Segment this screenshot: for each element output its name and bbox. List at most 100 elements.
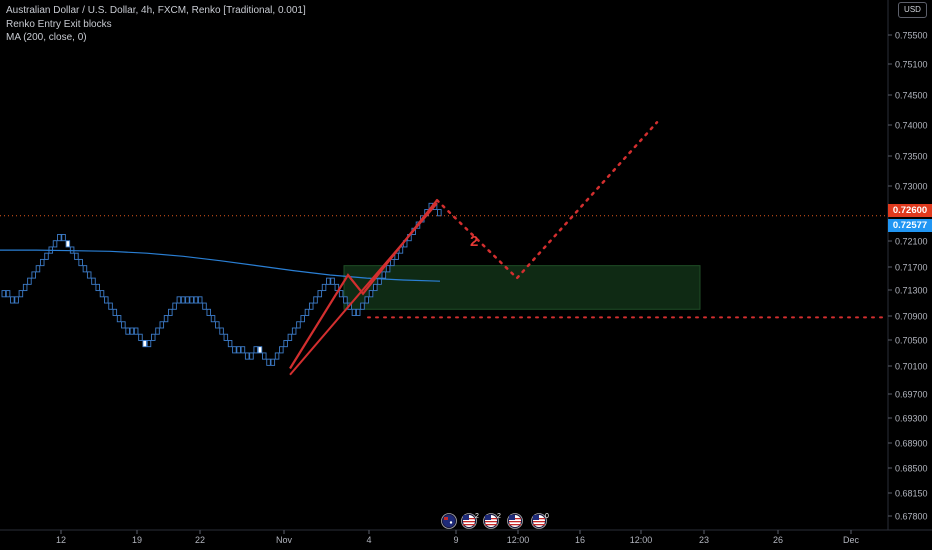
renko-brick bbox=[35, 265, 41, 273]
renko-brick bbox=[223, 333, 229, 341]
event-icons[interactable]: 2 2 0 bbox=[441, 513, 550, 529]
renko-brick bbox=[249, 352, 254, 360]
renko-brick bbox=[373, 283, 378, 292]
us-flag-icon[interactable] bbox=[507, 513, 523, 529]
renko-brick bbox=[99, 290, 105, 298]
renko-brick bbox=[27, 277, 32, 285]
renko-brick bbox=[14, 296, 19, 304]
price-tick-label: 0.68150 bbox=[895, 489, 928, 499]
renko-brick bbox=[377, 277, 382, 285]
renko-brick bbox=[82, 265, 88, 273]
price-tick-label: 0.69300 bbox=[895, 414, 928, 424]
time-tick-label: 19 bbox=[132, 535, 142, 545]
renko-brick bbox=[189, 296, 194, 304]
price-tick-label: 0.70900 bbox=[895, 312, 928, 322]
renko-brick bbox=[351, 308, 357, 316]
renko-brick bbox=[326, 277, 331, 285]
renko-brick bbox=[381, 271, 387, 279]
renko-brick bbox=[338, 290, 344, 298]
renko-brick bbox=[257, 346, 263, 354]
time-tick-label: 23 bbox=[699, 535, 709, 545]
time-tick-label: 12:00 bbox=[630, 535, 653, 545]
renko-brick bbox=[150, 333, 156, 341]
time-axis: 12 19 22 Nov 4 9 12:00 16 12:00 23 26 Dec bbox=[56, 530, 859, 545]
renko-brick bbox=[210, 315, 216, 323]
price-tick-label: 0.73000 bbox=[895, 182, 928, 192]
chart-legend: Australian Dollar / U.S. Dollar, 4h, FXC… bbox=[6, 4, 306, 45]
renko-brick bbox=[279, 346, 284, 354]
solid-trend-line[interactable] bbox=[289, 202, 438, 376]
us-flag-icon[interactable]: 0 bbox=[531, 513, 550, 529]
symbol-title[interactable]: Australian Dollar / U.S. Dollar, 4h, FXC… bbox=[6, 5, 306, 16]
time-tick-label: 4 bbox=[366, 535, 371, 545]
indicator-moving-average[interactable]: MA (200, close, 0) bbox=[6, 32, 87, 43]
dotted-projection-path[interactable] bbox=[435, 121, 659, 280]
renko-brick bbox=[91, 277, 96, 285]
renko-brick bbox=[236, 346, 241, 354]
price-tick-label: 0.74500 bbox=[895, 91, 928, 101]
annotation-label-2: 2 bbox=[470, 233, 478, 250]
renko-brick bbox=[240, 346, 246, 354]
last-price-tag: 0.72600 bbox=[888, 204, 932, 217]
renko-brick bbox=[202, 302, 207, 310]
renko-brick bbox=[355, 308, 361, 316]
renko-brick bbox=[22, 283, 28, 292]
renko-brick bbox=[138, 333, 143, 341]
price-tick-label: 0.70100 bbox=[895, 362, 928, 372]
renko-brick bbox=[61, 234, 66, 242]
renko-brick bbox=[390, 258, 395, 267]
renko-brick bbox=[364, 296, 370, 304]
renko-brick bbox=[10, 296, 15, 304]
renko-brick bbox=[300, 315, 305, 323]
renko-brick bbox=[108, 302, 113, 310]
renko-brick bbox=[360, 302, 365, 310]
price-tick-label: 0.75100 bbox=[895, 60, 928, 70]
renko-brick bbox=[253, 346, 258, 354]
us-flag-icon[interactable]: 2 bbox=[461, 513, 480, 529]
event-count-label: 2 bbox=[475, 513, 479, 520]
renko-brick bbox=[18, 290, 24, 298]
renko-brick bbox=[330, 277, 335, 285]
indicator-renko-blocks[interactable]: Renko Entry Exit blocks bbox=[6, 18, 112, 30]
renko-brick bbox=[270, 358, 276, 366]
renko-brick bbox=[159, 321, 165, 329]
renko-brick bbox=[232, 346, 237, 354]
price-tick-label: 0.70500 bbox=[895, 336, 928, 346]
renko-brick bbox=[313, 296, 318, 304]
renko-brick bbox=[176, 296, 182, 304]
moving-average-layer bbox=[0, 215, 888, 282]
renko-brick bbox=[334, 283, 340, 292]
price-tick-label: 0.68500 bbox=[895, 464, 928, 474]
time-tick-label: 22 bbox=[195, 535, 205, 545]
time-tick-label: 9 bbox=[453, 535, 458, 545]
renko-brick bbox=[185, 296, 190, 304]
currency-badge[interactable]: USD bbox=[898, 2, 927, 18]
renko-brick bbox=[172, 302, 177, 310]
ma-price-tag: 0.72577 bbox=[888, 219, 932, 232]
renko-brick bbox=[155, 327, 160, 335]
renko-brick bbox=[116, 315, 122, 323]
renko-brick bbox=[296, 321, 301, 329]
time-tick-label: Nov bbox=[276, 535, 293, 545]
renko-brick bbox=[39, 258, 45, 267]
price-tick-label: 0.71700 bbox=[895, 263, 928, 273]
time-tick-label: 26 bbox=[773, 535, 783, 545]
price-tick-label: 0.74000 bbox=[895, 121, 928, 131]
renko-brick bbox=[304, 308, 310, 316]
price-tick-label: 0.69700 bbox=[895, 390, 928, 400]
renko-brick bbox=[31, 271, 36, 279]
price-tick-label: 0.72100 bbox=[895, 237, 928, 247]
australia-flag-icon[interactable] bbox=[441, 513, 457, 529]
price-tick-label: 0.68900 bbox=[895, 439, 928, 449]
renko-brick bbox=[394, 252, 399, 260]
time-tick-label: 12:00 bbox=[507, 535, 530, 545]
price-tick-label: 0.71300 bbox=[895, 286, 928, 296]
price-tick-label: 0.75500 bbox=[895, 31, 928, 41]
renko-brick bbox=[121, 321, 126, 329]
time-tick-label: 12 bbox=[56, 535, 66, 545]
renko-brick bbox=[1, 290, 7, 298]
us-flag-icon[interactable]: 2 bbox=[483, 513, 502, 529]
renko-brick bbox=[437, 209, 442, 217]
renko-brick bbox=[104, 296, 109, 304]
